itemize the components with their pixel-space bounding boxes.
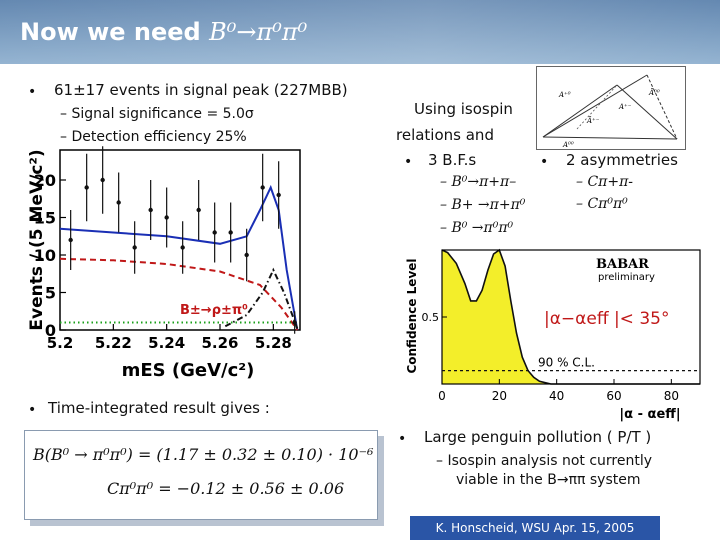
penguin-sub-2: viable in the B→ππ system (456, 472, 641, 488)
sub-signal-significance: – Signal significance = 5.0σ (60, 106, 254, 122)
x-tick-label: 5.26 (201, 334, 238, 352)
x-tick-label: 0 (438, 389, 446, 403)
title-bar: Now we need B⁰→π⁰π⁰ (0, 0, 720, 64)
asym-item-1: – Cπ+π- (576, 174, 634, 190)
bf-item-2: – B+ →π+π⁰ (440, 197, 526, 213)
x-tick-label: 5.22 (95, 334, 132, 352)
x-axis-label: |α - αeff| (619, 407, 680, 422)
bullet-icon: • (540, 154, 549, 170)
bullet-icon: • (28, 84, 37, 100)
data-point (260, 185, 265, 190)
preliminary-label: preliminary (598, 272, 655, 283)
cl-curve (441, 248, 700, 385)
fit-curve-dashed (59, 257, 299, 331)
x-tick-label: 5.2 (47, 334, 74, 352)
bullet-penguin: Large penguin pollution ( P/T ) (424, 428, 652, 446)
y-tick-label: 0.5 (422, 311, 440, 324)
y-tick-label: 5 (45, 284, 56, 303)
slide-title: Now we need B⁰→π⁰π⁰ (20, 18, 307, 46)
data-point (164, 215, 169, 220)
x-axis-label: mES (GeV/c²) (122, 360, 255, 381)
x-tick-label: 20 (492, 389, 507, 403)
bullet-asymmetries: 2 asymmetries (566, 151, 678, 169)
y-tick-label: 10 (34, 246, 56, 265)
asym-item-2: – Cπ⁰π⁰ (576, 196, 628, 212)
cl-area (442, 250, 700, 384)
data-point (116, 200, 121, 205)
penguin-sub-1: – Isospin analysis not currently (436, 453, 653, 469)
title-bar-shine (0, 0, 720, 64)
x-tick-label: 80 (664, 389, 679, 403)
bullet-icon: • (398, 431, 407, 447)
data-point (68, 237, 73, 243)
data-point (84, 185, 89, 190)
result-equation-panel: B(B⁰ → π⁰π⁰) = (1.17 ± 0.32 ± 0.10) · 10… (24, 430, 378, 520)
title-formula: B⁰→π⁰π⁰ (209, 18, 308, 46)
title-prefix: Now we need (20, 18, 210, 46)
bullet-signal-peak: 61±17 events in signal peak (227MBB) (54, 81, 348, 99)
bullet-icon: • (28, 402, 37, 418)
sub-detection-efficiency: – Detection efficiency 25% (60, 129, 247, 145)
diagram-label-a-zero-zero: A⁰⁰ (562, 141, 574, 149)
footer-credit: K. Honscheid, WSU Apr. 15, 2005 (410, 516, 660, 540)
rho-pi-annotation: B±→ρ±π⁰ (180, 303, 248, 318)
data-point (244, 252, 249, 258)
cl-90-label: 90 % C.L. (538, 356, 595, 370)
x-tick-label: 40 (549, 389, 564, 403)
bullet-icon: • (404, 154, 413, 170)
isospin-line-1: Using isospin (414, 100, 513, 118)
diagram-label-a-plus-minus: A⁺⁻ (618, 103, 632, 111)
data-point (276, 192, 281, 198)
x-tick-label: 5.28 (255, 334, 292, 352)
x-tick-label: 60 (606, 389, 621, 403)
equation-asymmetry: Cπ⁰π⁰ = −0.12 ± 0.56 ± 0.06 (107, 479, 345, 498)
bf-item-1: – B⁰→π+π– (440, 174, 517, 190)
bf-item-3: – B⁰ →π⁰π⁰ (440, 220, 514, 236)
bullet-bf: 3 B.F.s (428, 151, 477, 169)
isospin-line-2: relations and (396, 126, 494, 144)
y-tick-label: 0 (45, 321, 56, 340)
data-point (100, 177, 105, 183)
bullet-time-integrated: Time-integrated result gives : (48, 399, 270, 417)
fit-curve-dashdot (224, 267, 299, 329)
data-point (148, 207, 153, 213)
diagram-label-abar-zero-zero: Ā⁰⁰ (648, 88, 660, 97)
isospin-triangle-diagram: A⁺⁰ A⁺⁻ Ā⁺⁻ Ā⁰⁰ A⁰⁰ (536, 66, 686, 150)
diagram-label-abar-plus-minus: Ā⁺⁻ (586, 116, 600, 125)
data-point (132, 245, 137, 250)
y-axis-label: Confidence Level (405, 258, 419, 373)
equation-branching-fraction: B(B⁰ → π⁰π⁰) = (1.17 ± 0.32 ± 0.10) · 10… (33, 445, 374, 464)
x-tick-label: 5.24 (148, 334, 185, 352)
data-point (292, 320, 297, 325)
data-point (196, 207, 201, 213)
mes-chart: 0 5 10 15 20 5.2 5.22 5.24 5.26 5.28 Events / (5 M… (28, 146, 301, 381)
alpha-limit-annotation: |α−αeff |< 35° (544, 309, 669, 329)
data-point (212, 230, 217, 235)
y-axis-label: Events / (5 MeV/c²) (28, 149, 47, 330)
data-point (180, 245, 185, 250)
diagram-label-a-plus-zero: A⁺⁰ (558, 91, 571, 99)
data-point (228, 230, 233, 235)
y-tick-label: 15 (34, 209, 56, 228)
babar-label: BABAR (596, 257, 649, 272)
plot-frame (59, 149, 301, 331)
fit-curve-solid (59, 184, 299, 331)
y-tick-label: 20 (34, 171, 56, 190)
